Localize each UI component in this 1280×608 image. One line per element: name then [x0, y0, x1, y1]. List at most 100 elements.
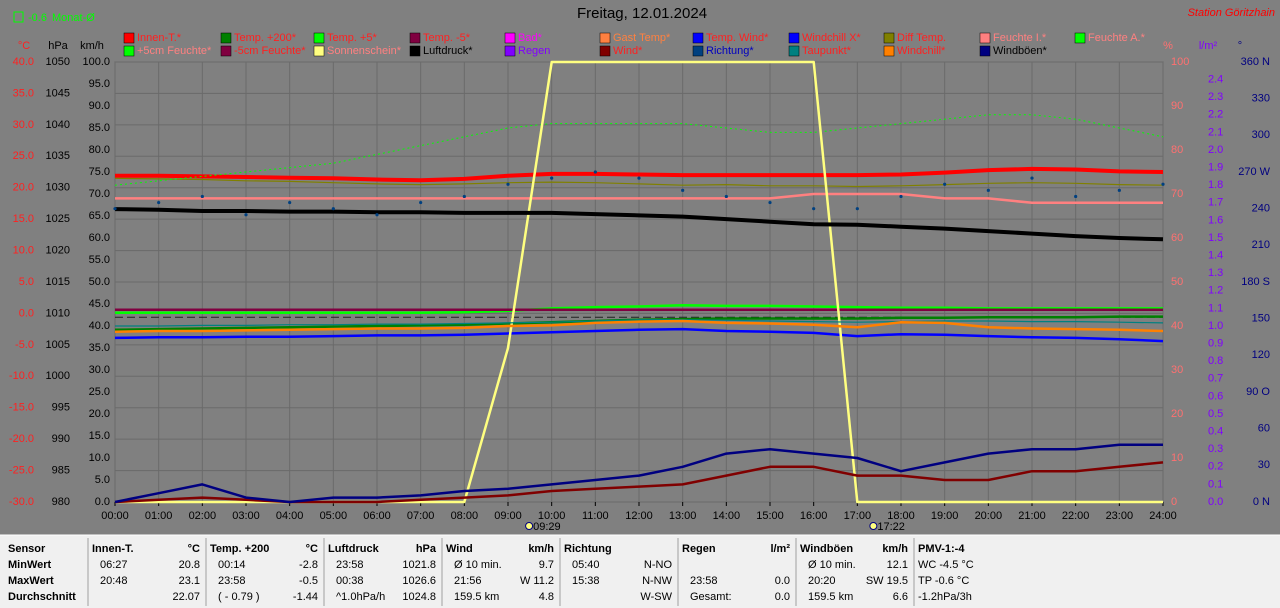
y-tick-label: 0.9	[1208, 338, 1223, 350]
axis-unit: hPa	[48, 40, 68, 52]
y-tick-label: 0.4	[1208, 426, 1223, 438]
y-tick-label: 1020	[46, 244, 70, 256]
y-tick-label: 2.1	[1208, 126, 1223, 138]
monthly-avg: -0.6	[28, 12, 47, 24]
table-header: Innen-T.	[92, 543, 134, 555]
legend-label: Wind*	[613, 45, 643, 57]
y-tick-label: 1.4	[1208, 250, 1223, 262]
y-tick-label: 40.0	[13, 56, 34, 68]
y-tick-label: 985	[52, 464, 70, 476]
table-cell: W 11.2	[520, 575, 554, 587]
table-cell: 23:58	[690, 575, 718, 587]
x-tick-label: 06:00	[363, 510, 391, 522]
y-tick-label: 80	[1171, 144, 1183, 156]
legend-label: -5cm Feuchte*	[234, 45, 306, 57]
y-tick-label: 2.3	[1208, 91, 1223, 103]
table-cell: WC -4.5 °C	[918, 559, 974, 571]
table-header: Richtung	[564, 543, 612, 555]
table-cell: 1024.8	[402, 591, 436, 603]
y-tick-label: 120	[1252, 349, 1270, 361]
table-background	[0, 535, 1280, 608]
y-tick-label: 70	[1171, 188, 1183, 200]
y-tick-label: 1035	[46, 150, 70, 162]
y-tick-label: 5.0	[95, 474, 110, 486]
y-tick-label: 0.0	[19, 307, 34, 319]
y-tick-label: 2.2	[1208, 109, 1223, 121]
sun-label: 17:22	[877, 521, 905, 533]
y-tick-label: 75.0	[89, 166, 110, 178]
direction-point	[1161, 182, 1165, 186]
x-tick-label: 04:00	[276, 510, 304, 522]
table-cell: TP -0.6 °C	[918, 575, 969, 587]
x-tick-label: 12:00	[625, 510, 653, 522]
y-tick-label: 995	[52, 402, 70, 414]
y-tick-label: 100.0	[82, 56, 110, 68]
legend-swatch	[979, 32, 991, 44]
table-cell: 0.0	[775, 575, 790, 587]
legend-swatch	[1074, 32, 1086, 44]
y-tick-label: 20	[1171, 408, 1183, 420]
series-line	[114, 114, 1164, 186]
series-line	[114, 207, 1164, 242]
y-tick-label: 30	[1171, 364, 1183, 376]
table-cell: 23:58	[218, 575, 246, 587]
sun-marker	[525, 522, 534, 530]
legend-label: Bad*	[518, 32, 543, 44]
x-tick-label: 09:00	[494, 510, 522, 522]
y-tick-label: 45.0	[89, 298, 110, 310]
table-cell: 4.8	[539, 591, 554, 603]
table-cell: 1026.6	[402, 575, 436, 587]
y-tick-label: -5.0	[15, 339, 34, 351]
y-tick-label: 30.0	[13, 119, 34, 131]
y-tick-label: 25.0	[89, 386, 110, 398]
legend-label: Temp. +5*	[327, 32, 378, 44]
monthly-avg-label: Monat-Ø	[52, 12, 95, 24]
legend-swatch	[220, 45, 232, 57]
y-tick-label: 1000	[46, 370, 70, 382]
table-cell: 12.1	[887, 559, 908, 571]
legend-label: +5cm Feuchte*	[137, 45, 212, 57]
legend-label: Richtung*	[706, 45, 754, 57]
direction-point	[506, 182, 510, 186]
y-tick-label: -20.0	[9, 433, 34, 445]
y-tick-label: 1.1	[1208, 302, 1223, 314]
legend-swatch	[123, 45, 135, 57]
legend-label: Diff Temp.	[897, 32, 946, 44]
y-tick-label: 1025	[46, 213, 70, 225]
table-header-unit: °C	[188, 543, 200, 555]
y-tick-label: 1.2	[1208, 285, 1223, 297]
series-line	[114, 327, 1164, 343]
table-cell: 21:56	[454, 575, 482, 587]
y-tick-label: 55.0	[89, 254, 110, 266]
table-cell: 159.5 km	[808, 591, 853, 603]
axis-unit: km/h	[80, 40, 104, 52]
y-tick-label: 50.0	[89, 276, 110, 288]
table-cell: 15:38	[572, 575, 600, 587]
y-tick-label: 1050	[46, 56, 70, 68]
legend-swatch	[504, 45, 516, 57]
direction-point	[812, 207, 816, 211]
legend-label: Innen-T.*	[137, 32, 182, 44]
x-tick-label: 22:00	[1062, 510, 1090, 522]
y-tick-label: 60.0	[89, 232, 110, 244]
direction-point	[419, 200, 423, 205]
direction-point	[1117, 188, 1121, 192]
x-tick-label: 16:00	[800, 510, 828, 522]
x-tick-label: 21:00	[1018, 510, 1046, 522]
table-cell: Durchschnitt	[8, 591, 76, 603]
table-cell: -0.5	[299, 575, 318, 587]
table-header-unit: hPa	[416, 543, 437, 555]
table-cell: MinWert	[8, 559, 52, 571]
legend-swatch	[409, 32, 421, 44]
table-cell: 22.07	[172, 591, 200, 603]
legend-label: Temp. +200*	[234, 32, 297, 44]
x-tick-label: 11:00	[582, 510, 609, 522]
y-tick-label: -15.0	[9, 402, 34, 414]
legend-label: Temp. Wind*	[706, 32, 769, 44]
table-cell: N-NW	[642, 575, 673, 587]
legend-label: Windböen*	[993, 45, 1048, 57]
table-cell: Ø 10 min.	[808, 559, 856, 571]
y-tick-label: 1010	[46, 307, 70, 319]
table-cell: 9.7	[539, 559, 554, 571]
y-tick-label: 30	[1258, 459, 1270, 471]
